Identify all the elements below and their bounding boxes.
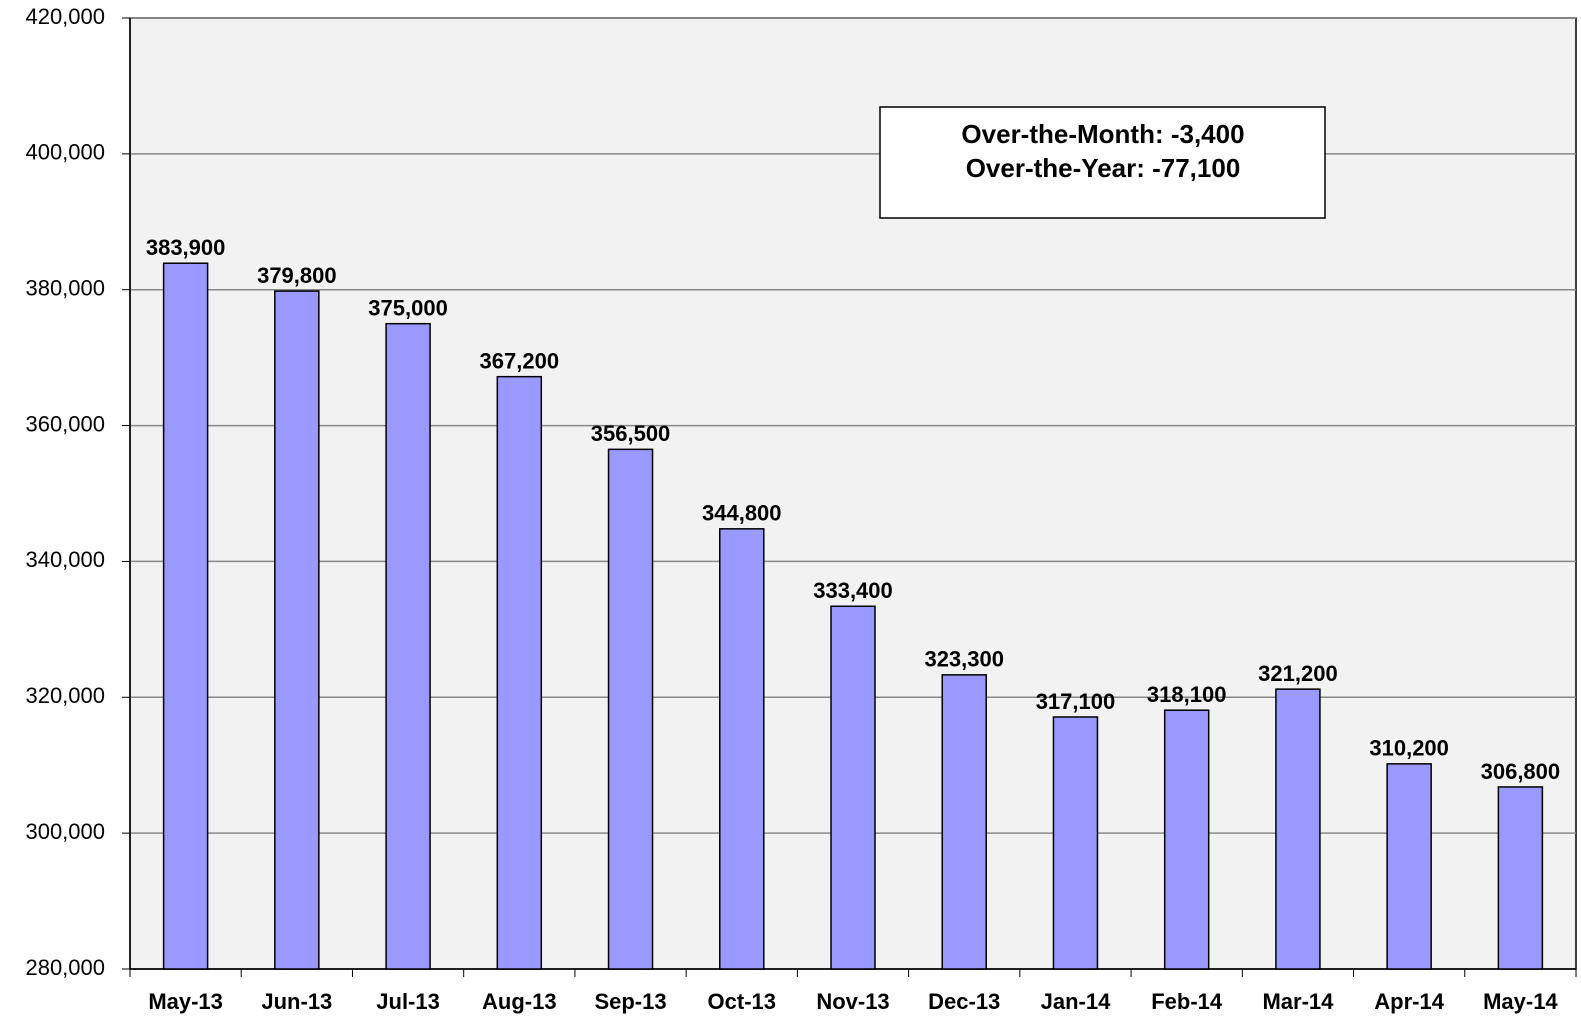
x-tick-label: May-14 xyxy=(1483,989,1558,1014)
x-tick-label: Oct-13 xyxy=(708,989,776,1014)
y-tick-label: 340,000 xyxy=(25,547,105,572)
data-label: 375,000 xyxy=(368,295,448,320)
y-tick-label: 360,000 xyxy=(25,411,105,436)
bar xyxy=(1163,709,1210,970)
data-label: 321,200 xyxy=(1258,661,1338,686)
bar xyxy=(1052,716,1099,970)
data-label: 379,800 xyxy=(257,263,337,288)
bar xyxy=(1497,786,1544,970)
x-tick-label: Apr-14 xyxy=(1374,989,1444,1014)
bar xyxy=(162,262,209,970)
data-label: 367,200 xyxy=(480,348,560,373)
x-tick-label: Sep-13 xyxy=(594,989,666,1014)
x-tick-label: Mar-14 xyxy=(1262,989,1334,1014)
y-tick-label: 420,000 xyxy=(25,4,105,29)
y-tick-label: 400,000 xyxy=(25,140,105,165)
y-tick-label: 380,000 xyxy=(25,276,105,301)
x-tick-label: Dec-13 xyxy=(928,989,1000,1014)
bar xyxy=(385,322,431,970)
annotation-box xyxy=(879,106,1326,219)
y-tick-label: 280,000 xyxy=(25,955,105,980)
annotation: Over-the-Month: -3,400 xyxy=(961,119,1244,149)
bar xyxy=(1386,763,1432,970)
bar xyxy=(830,605,876,970)
bar xyxy=(1275,688,1321,970)
data-label: 333,400 xyxy=(813,578,893,603)
data-label: 317,100 xyxy=(1036,689,1116,714)
data-label: 344,800 xyxy=(702,501,782,526)
bar xyxy=(607,448,654,970)
y-tick-label: 300,000 xyxy=(25,819,105,844)
x-tick-label: Feb-14 xyxy=(1151,989,1223,1014)
x-tick-label: Nov-13 xyxy=(816,989,889,1014)
x-tick-label: Aug-13 xyxy=(482,989,557,1014)
data-label: 383,900 xyxy=(146,235,226,260)
x-tick-label: May-13 xyxy=(148,989,223,1014)
x-tick-label: Jun-13 xyxy=(261,989,332,1014)
data-label: 323,300 xyxy=(924,647,1004,672)
data-label: 306,800 xyxy=(1481,759,1561,784)
x-tick-label: Jan-14 xyxy=(1041,989,1111,1014)
annotation: Over-the-Year: -77,100 xyxy=(966,153,1241,183)
bar xyxy=(719,528,765,970)
data-label: 356,500 xyxy=(591,421,671,446)
x-tick-label: Jul-13 xyxy=(376,989,440,1014)
bar xyxy=(941,674,987,970)
data-label: 310,200 xyxy=(1369,736,1449,761)
y-tick-label: 320,000 xyxy=(25,683,105,708)
bar xyxy=(274,290,320,970)
bar xyxy=(496,375,543,970)
data-label: 318,100 xyxy=(1147,682,1227,707)
